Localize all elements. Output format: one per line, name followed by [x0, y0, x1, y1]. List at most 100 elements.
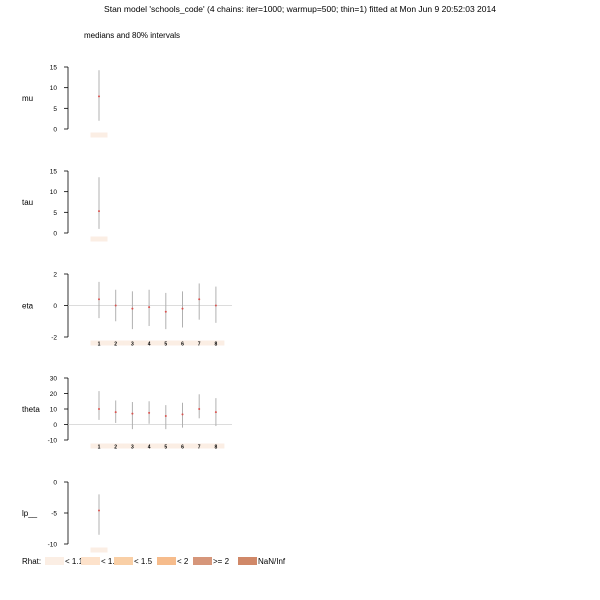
panel-lp: lp__ -10 -5 0 [22, 480, 108, 553]
panel-theta: theta -10 0 10 20 30 1 2 3 4 5 6 7 8 [22, 376, 232, 450]
y-tick-label: 20 [50, 391, 58, 398]
index-label: 2 [114, 341, 117, 347]
median-point [198, 298, 201, 301]
legend-label: < 1.2 [101, 557, 120, 566]
parameter-label: tau [22, 198, 33, 207]
y-tick-label: -5 [51, 511, 57, 518]
index-label: 3 [131, 341, 134, 347]
median-point [131, 307, 134, 310]
median-point [214, 304, 217, 307]
rhat-cell [90, 340, 108, 346]
median-point [114, 411, 117, 414]
median-point [164, 414, 167, 417]
rhat-cell [123, 340, 141, 346]
rhat-cell [207, 340, 225, 346]
rhat-cell [157, 340, 175, 346]
y-tick-label: 10 [50, 407, 58, 414]
y-tick-label: 0 [53, 127, 57, 134]
median-point [98, 210, 100, 213]
rhat-cell [157, 443, 175, 449]
y-tick-label: 5 [53, 210, 57, 217]
parameter-label: theta [22, 405, 40, 414]
y-tick-label: 0 [53, 303, 57, 310]
rhat-cell [107, 340, 125, 346]
median-point [148, 411, 151, 414]
median-point [98, 408, 100, 410]
legend-swatch [114, 557, 133, 565]
index-label: 6 [181, 444, 184, 450]
rhat-cell [90, 547, 108, 553]
index-label: 4 [148, 341, 151, 347]
median-point [198, 408, 201, 410]
rhat-cell [174, 340, 191, 346]
median-point [181, 413, 184, 416]
rhat-cell [174, 443, 191, 449]
rhat-cell [140, 443, 158, 449]
index-label: 2 [114, 444, 117, 450]
index-label: 6 [181, 341, 184, 347]
rhat-legend: Rhat: < 1.1 < 1.2 < 1.5 < 2 >= 2 NaN/Inf [22, 557, 286, 566]
legend-label: >= 2 [213, 557, 230, 566]
legend-swatch [157, 557, 176, 565]
plot-subtitle: medians and 80% intervals [84, 31, 180, 40]
index-label: 8 [215, 444, 218, 450]
panel-eta: eta -2 0 2 1 2 3 4 5 6 7 8 [22, 272, 232, 347]
panel-tau: tau 0 5 10 15 [22, 169, 108, 242]
median-point [98, 509, 100, 512]
y-tick-label: 2 [53, 272, 57, 279]
rhat-cell [90, 236, 108, 242]
legend-label: < 1.1 [65, 557, 84, 566]
parameter-label: mu [22, 94, 33, 103]
rhat-cell [190, 340, 208, 346]
y-tick-label: 5 [53, 106, 57, 113]
legend-label: NaN/Inf [258, 557, 286, 566]
y-tick-label: -2 [51, 335, 57, 342]
rhat-cell [190, 443, 208, 449]
plot-title: Stan model 'schools_code' (4 chains: ite… [104, 4, 496, 14]
index-label: 5 [164, 444, 167, 450]
index-label: 1 [98, 444, 101, 450]
index-label: 1 [98, 341, 101, 347]
legend-swatch [238, 557, 257, 565]
median-point [114, 304, 117, 307]
rhat-cell [123, 443, 141, 449]
y-tick-label: 0 [53, 480, 57, 487]
y-tick-label: -10 [48, 542, 58, 549]
index-label: 5 [164, 341, 167, 347]
y-tick-label: 0 [53, 422, 57, 429]
y-tick-label: 15 [50, 65, 58, 72]
median-point [214, 411, 217, 414]
parameter-label: lp__ [22, 509, 38, 518]
rhat-cell [207, 443, 225, 449]
index-label: 4 [148, 444, 151, 450]
index-label: 3 [131, 444, 134, 450]
rhat-cell [90, 132, 108, 138]
panel-mu: mu 0 5 10 15 [22, 65, 108, 138]
y-tick-label: 10 [50, 189, 58, 196]
median-point [98, 298, 100, 301]
y-tick-label: -10 [48, 438, 58, 445]
rhat-cell [140, 340, 158, 346]
legend-label: < 2 [177, 557, 189, 566]
y-tick-label: 30 [50, 376, 58, 383]
legend-swatch [193, 557, 212, 565]
rhat-cell [107, 443, 125, 449]
y-tick-label: 0 [53, 231, 57, 238]
legend-label: < 1.5 [134, 557, 153, 566]
parameter-label: eta [22, 302, 34, 311]
y-tick-label: 10 [50, 85, 58, 92]
legend-swatch [45, 557, 64, 565]
median-point [98, 95, 100, 98]
y-tick-label: 15 [50, 169, 58, 176]
median-point [164, 310, 167, 313]
median-point [148, 306, 151, 309]
legend-title: Rhat: [22, 557, 41, 566]
index-label: 7 [198, 341, 201, 347]
legend-swatch [81, 557, 100, 565]
median-point [131, 412, 134, 415]
median-point [181, 307, 184, 310]
index-label: 8 [215, 341, 218, 347]
rhat-cell [90, 443, 108, 449]
